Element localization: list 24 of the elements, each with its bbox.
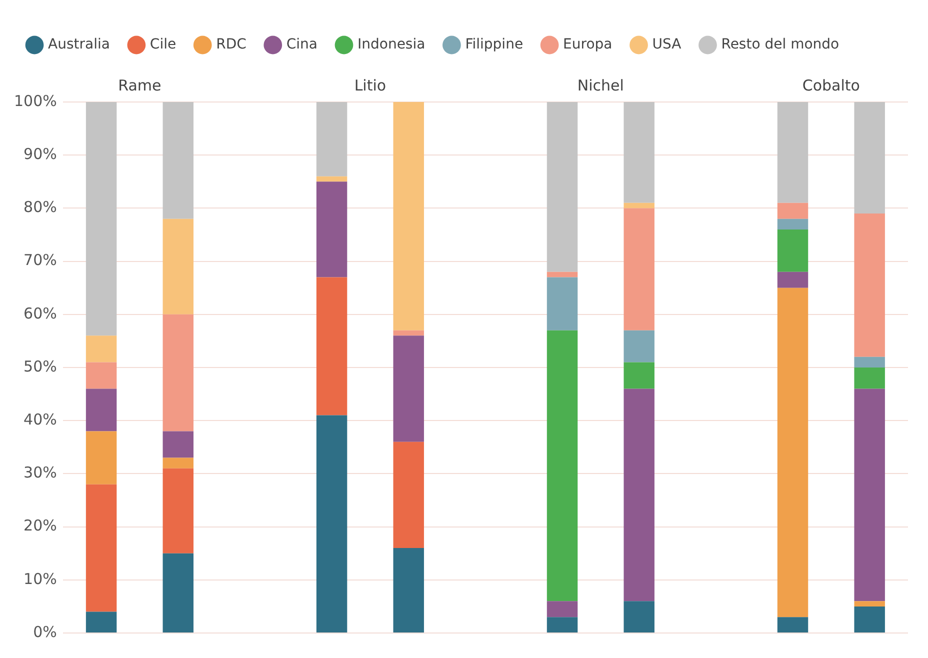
y-tick-label: 70%	[24, 251, 57, 270]
y-tick-label: 60%	[24, 304, 57, 322]
legend-label: Cina	[286, 36, 318, 53]
y-tick-label: 10%	[24, 570, 57, 588]
text: Rame	[118, 76, 162, 94]
legend-label: Filippine	[465, 36, 524, 53]
legend-label: Europa	[563, 36, 612, 53]
legend-label: RDC	[216, 36, 247, 53]
legend-label: Australia	[48, 36, 110, 53]
text: Cobalto	[802, 76, 860, 94]
legend-label: Resto del mondo	[721, 36, 840, 53]
legend-label: Cile	[150, 36, 176, 53]
legend-label: Indonesia	[357, 36, 426, 53]
y-tick-label: 30%	[24, 464, 57, 482]
text: Litio	[354, 76, 386, 94]
text: Nichel	[577, 76, 624, 94]
legend-label: USA	[652, 36, 682, 53]
y-tick-label: 0%	[33, 622, 57, 641]
y-tick-label: 50%	[24, 357, 57, 376]
y-tick-label: 100%	[14, 92, 57, 110]
y-tick-label: 90%	[24, 144, 57, 163]
y-tick-label: 80%	[24, 198, 57, 216]
y-tick-label: 20%	[24, 516, 57, 535]
y-tick-label: 40%	[24, 410, 57, 428]
